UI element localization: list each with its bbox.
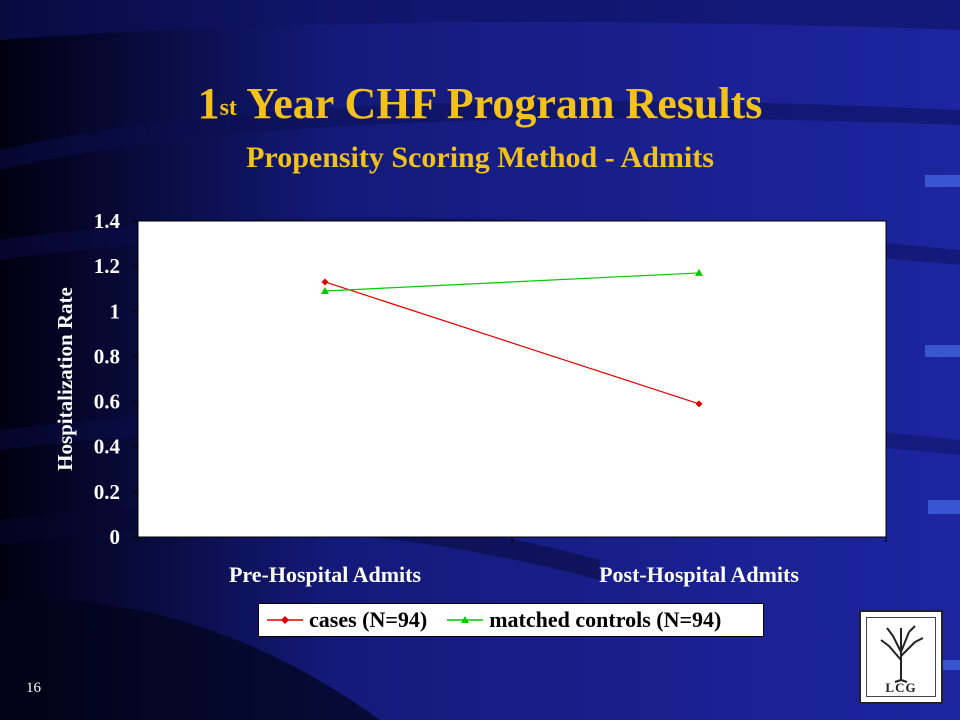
y-tick-label: 0.2 <box>94 480 120 504</box>
slide-subtitle: Propensity Scoring Method - Admits <box>246 141 714 174</box>
y-tick-label: 1.2 <box>94 254 120 278</box>
slide-title: 1st Year CHF Program Results <box>0 78 960 130</box>
y-tick-label: 0.6 <box>94 390 120 414</box>
data-label: 1.09 <box>274 282 311 306</box>
x-tick-label: Pre-Hospital Admits <box>229 562 422 587</box>
series-line <box>324 272 700 292</box>
series-layer: 1.13 0.59 1.09 1.17 <box>274 251 748 417</box>
legend-item-cases: cases (N=94) <box>265 607 427 633</box>
logo-frame <box>866 617 936 697</box>
legend-item-controls: matched controls (N=94) <box>445 607 721 633</box>
company-logo: LCG <box>859 610 943 704</box>
title-superscript: st <box>219 95 237 121</box>
y-tick-label: 1.4 <box>94 209 121 233</box>
page-number: 16 <box>26 680 41 696</box>
y-tick-label: 0.8 <box>94 344 120 368</box>
x-axis-ticks: Pre-Hospital Admits Post-Hospital Admits <box>137 537 887 587</box>
y-tick-label: 0.4 <box>94 435 121 459</box>
y-tick-label: 1 <box>110 299 121 323</box>
data-label: 1.13 <box>274 251 311 275</box>
legend-label-controls: matched controls (N=94) <box>489 607 722 632</box>
y-axis-label: Hospitalization Rate <box>53 287 77 471</box>
y-axis-ticks: 0 0.2 0.4 0.6 0.8 1 1.2 1.4 <box>94 209 138 549</box>
legend-label-cases: cases (N=94) <box>309 607 428 632</box>
title-text: Year CHF Program Results <box>236 79 763 128</box>
data-label: 0.59 <box>711 393 748 417</box>
legend-swatch-cases <box>267 616 303 624</box>
data-point <box>695 400 703 408</box>
logo-text: LCG <box>885 680 917 695</box>
legend-swatch-controls <box>447 616 484 623</box>
data-point <box>321 278 329 286</box>
y-tick-label: 0 <box>110 525 121 549</box>
data-label: 1.17 <box>711 262 748 286</box>
data-point <box>321 286 329 294</box>
tree-icon <box>880 625 924 683</box>
series-line <box>324 281 700 405</box>
chart-legend: cases (N=94) matched controls (N=94) <box>258 603 764 637</box>
x-tick-label: Post-Hospital Admits <box>599 562 799 587</box>
data-point <box>695 268 703 276</box>
title-ordinal: 1 <box>197 79 220 128</box>
plot-area <box>137 220 887 538</box>
